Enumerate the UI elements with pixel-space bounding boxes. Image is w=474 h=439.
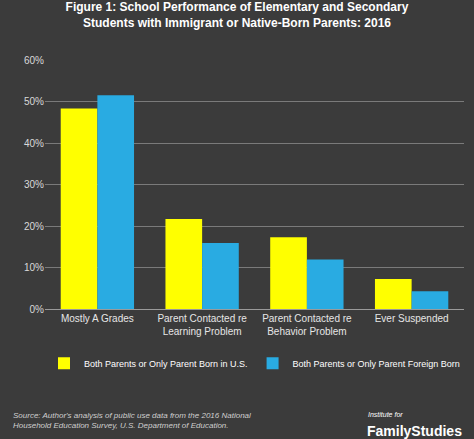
svg-text:40%: 40% xyxy=(24,138,44,149)
svg-text:20%: 20% xyxy=(24,221,44,232)
svg-text:Institute for: Institute for xyxy=(368,411,403,418)
svg-text:30%: 30% xyxy=(24,179,44,190)
svg-text:10%: 10% xyxy=(24,262,44,273)
svg-text:Mostly A Grades: Mostly A Grades xyxy=(61,313,134,324)
svg-text:Ever Suspended: Ever Suspended xyxy=(375,313,449,324)
svg-text:Figure 1: School Performance o: Figure 1: School Performance of Elementa… xyxy=(66,0,409,30)
svg-text:60%: 60% xyxy=(24,55,44,66)
svg-text:50%: 50% xyxy=(24,96,44,107)
svg-text:Both Parents or Only Parent Bo: Both Parents or Only Parent Born in U.S. xyxy=(84,359,248,369)
svg-text:0%: 0% xyxy=(30,304,45,315)
svg-text:Source: Author's analysis of p: Source: Author's analysis of public use … xyxy=(13,411,251,430)
svg-text:Both Parents or Only Parent Fo: Both Parents or Only Parent Foreign Born xyxy=(293,359,460,369)
svg-text:FamilyStudies: FamilyStudies xyxy=(367,423,462,439)
svg-text:Parent Contacted reBehavior Pr: Parent Contacted reBehavior Problem xyxy=(262,313,352,337)
svg-text:Parent Contacted reLearning Pr: Parent Contacted reLearning Problem xyxy=(157,313,247,337)
